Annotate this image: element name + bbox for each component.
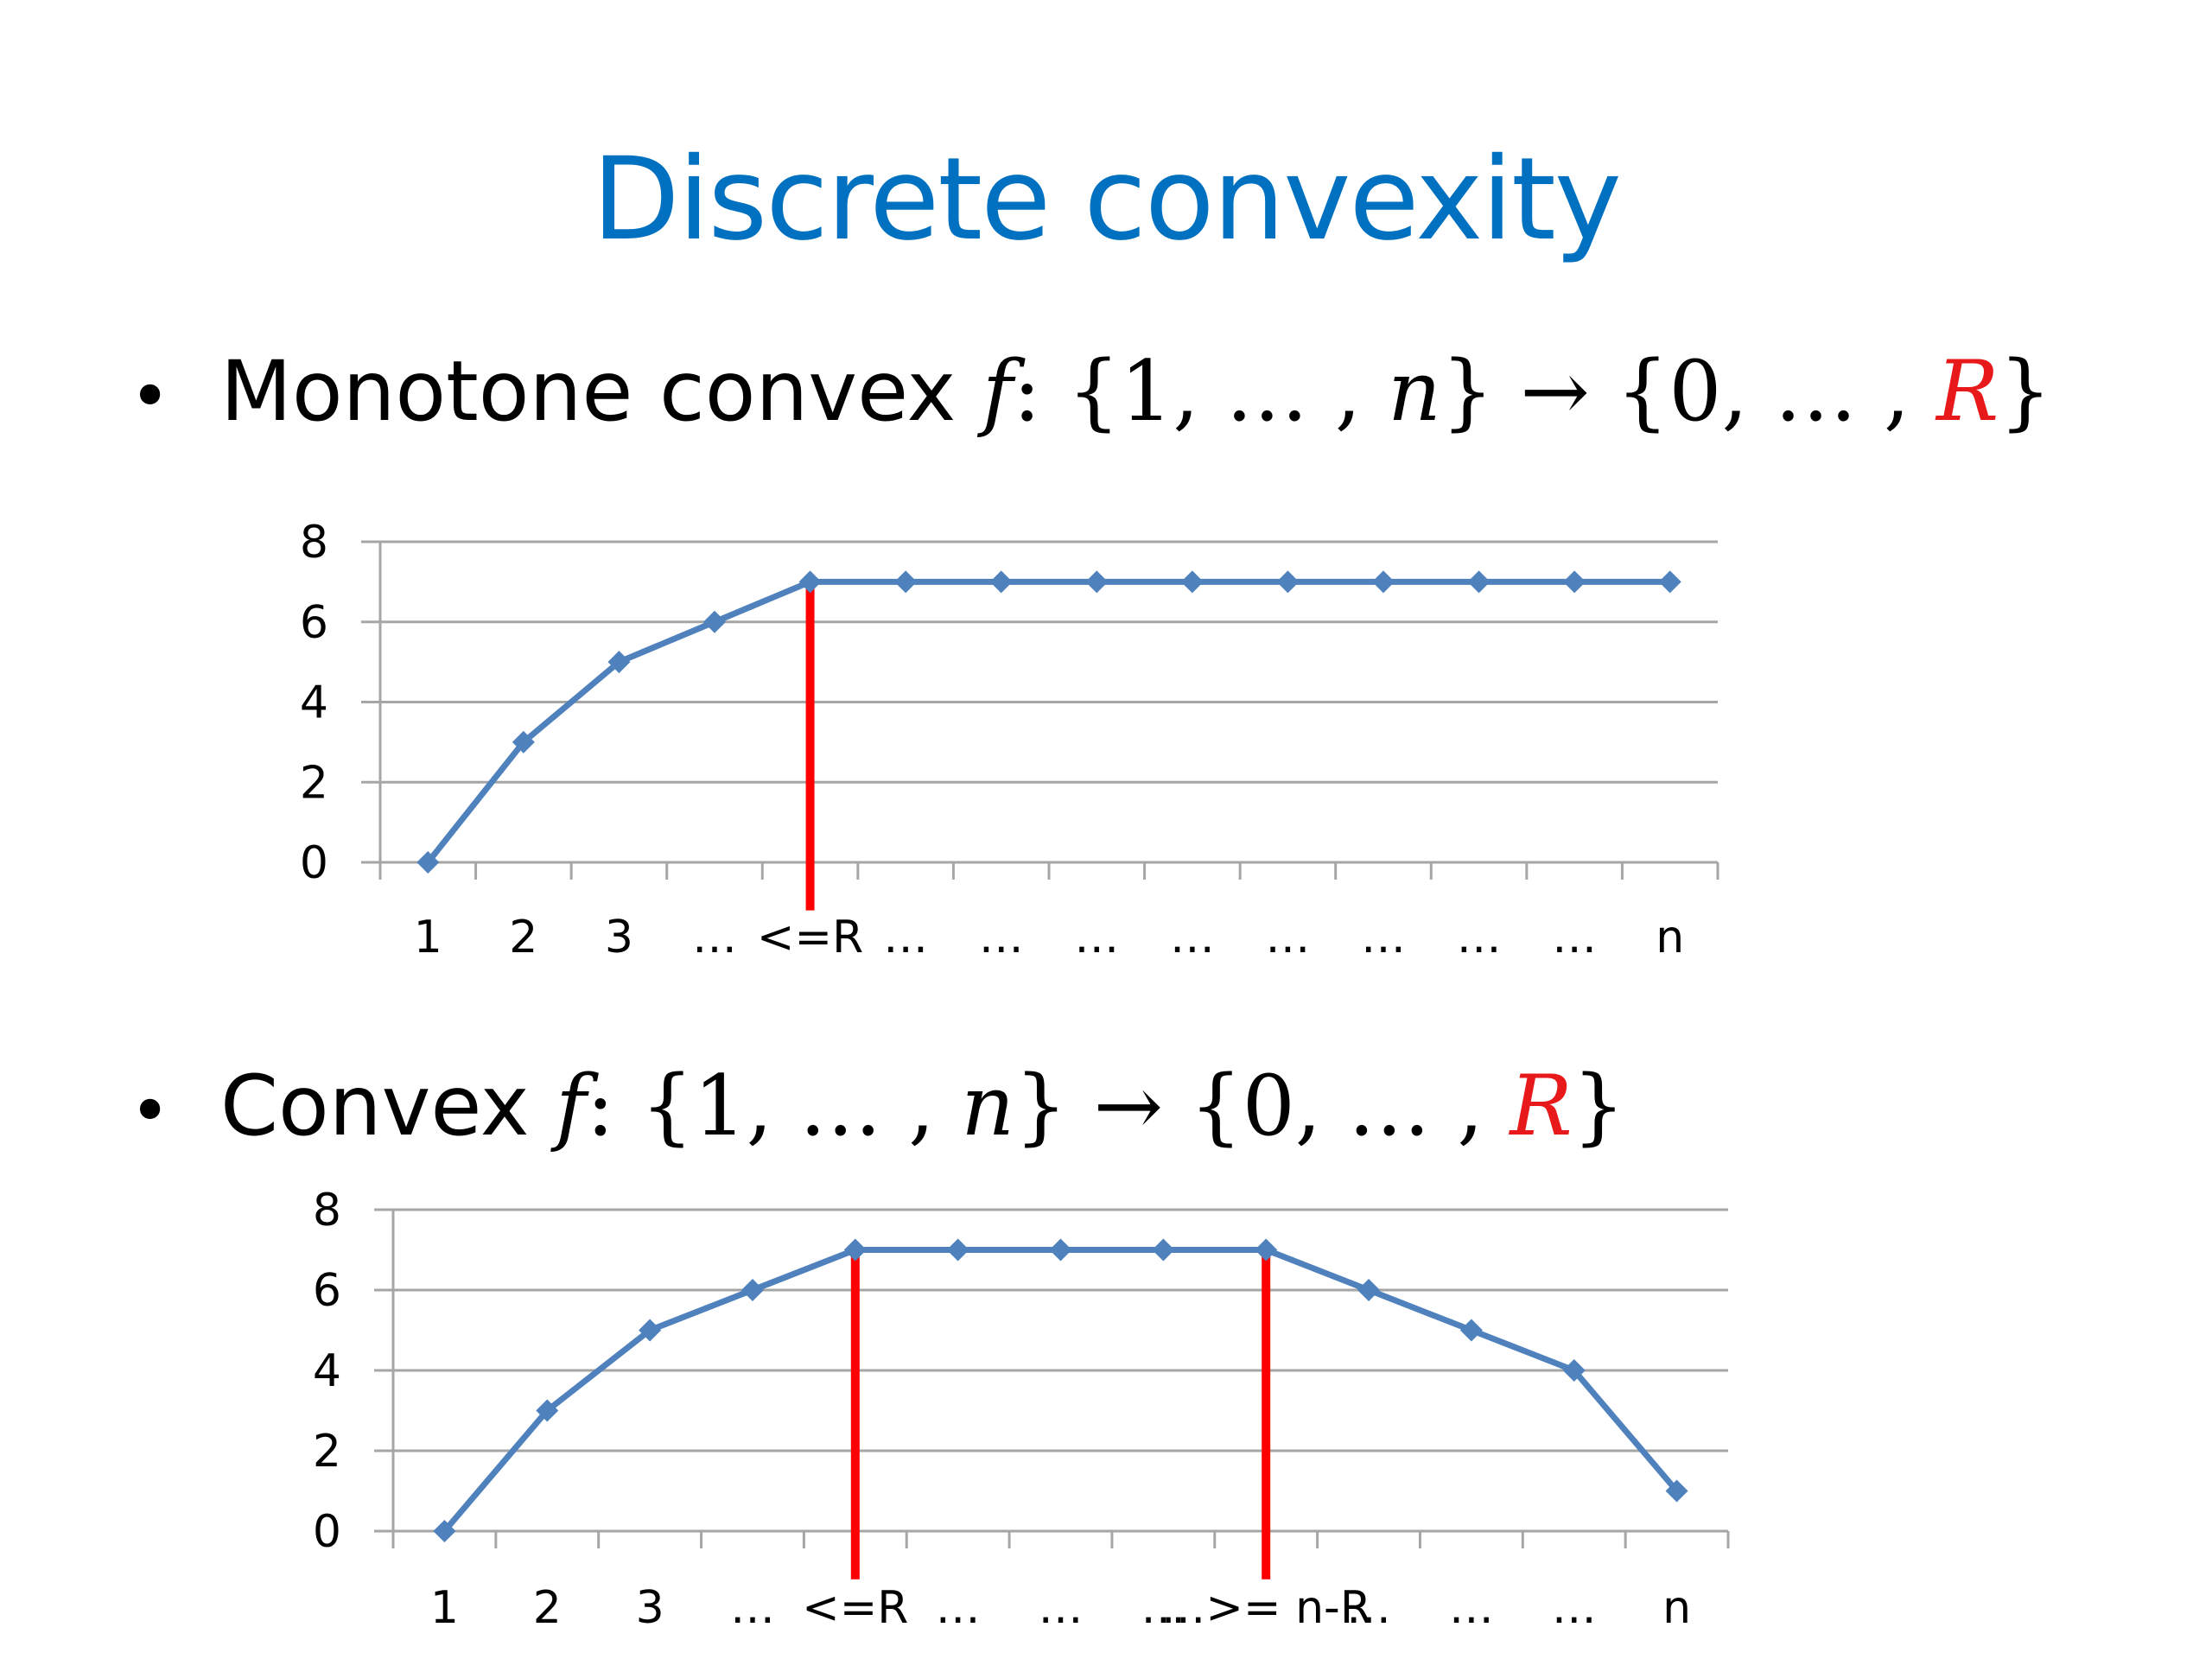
- data-point: [639, 1319, 662, 1342]
- range-R: R: [1936, 343, 1999, 440]
- series-line: [425, 578, 1670, 865]
- data-point: [1562, 1359, 1586, 1382]
- function-signature: f: {1, … , n} → {0, … , R}: [982, 343, 2052, 440]
- x-tick-label: …: [883, 912, 928, 963]
- data-point: [894, 570, 918, 594]
- data-point: [1372, 570, 1395, 594]
- x-tick-label: 1: [430, 1582, 459, 1634]
- data-point: [1459, 1319, 1483, 1342]
- domain-n: n: [1387, 343, 1441, 440]
- x-tick-label: <=R: [757, 912, 863, 963]
- x-tick-label: …: [730, 1582, 775, 1634]
- x-tick-label: 3: [605, 912, 633, 963]
- x-tick-label: n: [1656, 912, 1684, 963]
- y-tick-label: 0: [300, 837, 328, 889]
- function-symbol: f: [982, 343, 1014, 440]
- data-point: [433, 1520, 456, 1542]
- range-R: R: [1510, 1058, 1573, 1154]
- data-point: [1658, 570, 1681, 594]
- bullet-dot: •: [130, 1071, 171, 1151]
- data-point: [1665, 1479, 1688, 1503]
- bullet-convex: • Convex f: {1, … , n} → {0, … , R}: [130, 1065, 1625, 1147]
- x-tick-label: n: [1662, 1582, 1691, 1634]
- data-point: [989, 570, 1013, 594]
- data-point: [1276, 570, 1300, 594]
- function-signature: f: {1, … , n} → {0, … , R}: [556, 1058, 1625, 1154]
- bullet-prefix: Monotone convex: [220, 343, 957, 440]
- data-point: [798, 570, 822, 594]
- arrow: →: [1093, 1058, 1164, 1154]
- data-point: [536, 1399, 559, 1422]
- data-point: [512, 730, 535, 753]
- range-close: }: [1999, 343, 2052, 440]
- data-point: [1357, 1279, 1381, 1301]
- data-point: [1563, 570, 1586, 594]
- range-open: {0, … ,: [1616, 343, 1910, 440]
- domain-close: }: [1014, 1058, 1068, 1154]
- x-tick-label: …: [1141, 1582, 1185, 1634]
- y-tick-label: 6: [313, 1265, 341, 1317]
- x-tick-label: 2: [533, 1582, 562, 1634]
- data-point: [1255, 1238, 1278, 1262]
- data-point: [1085, 570, 1109, 594]
- x-tick-label: …: [936, 1582, 981, 1634]
- x-tick-label: …: [1346, 1582, 1391, 1634]
- colon: :: [586, 1058, 614, 1154]
- data-point: [1049, 1238, 1072, 1262]
- x-tick-label: 1: [414, 912, 442, 963]
- colon: :: [1013, 343, 1041, 440]
- y-tick-label: 2: [300, 757, 328, 809]
- x-tick-label: …: [1039, 1582, 1084, 1634]
- range-open: {0, … ,: [1189, 1058, 1484, 1154]
- y-tick-label: 4: [313, 1345, 341, 1397]
- domain-open: {1, … ,: [640, 1058, 935, 1154]
- x-tick-label: …: [1449, 1582, 1494, 1634]
- x-tick-label: …: [1265, 912, 1310, 963]
- function-symbol: f: [556, 1058, 587, 1154]
- data-point: [741, 1279, 764, 1301]
- domain-close: }: [1440, 343, 1494, 440]
- data-point: [843, 1238, 867, 1262]
- y-tick-label: 4: [300, 677, 328, 729]
- x-tick-label: …: [692, 912, 737, 963]
- bullet-dot: •: [130, 356, 171, 436]
- domain-n: n: [961, 1058, 1015, 1154]
- series-line: [442, 1247, 1680, 1534]
- x-tick-label: …>= n-R: [1160, 1582, 1371, 1634]
- data-point: [1180, 570, 1204, 594]
- bullet-prefix: Convex: [220, 1058, 530, 1154]
- y-tick-label: 8: [300, 517, 328, 569]
- x-tick-label: …: [1552, 1582, 1597, 1634]
- y-tick-label: 2: [313, 1426, 341, 1478]
- data-point: [703, 610, 726, 633]
- x-tick-label: …: [979, 912, 1024, 963]
- slide-title: Discrete convexity: [592, 133, 1622, 266]
- x-tick-label: 3: [636, 1582, 664, 1634]
- y-tick-label: 8: [313, 1185, 341, 1236]
- x-tick-label: 2: [509, 912, 537, 963]
- bullet-monotone-convex: • Monotone convex f: {1, … , n} → {0, … ,…: [130, 350, 2051, 433]
- range-close: }: [1572, 1058, 1625, 1154]
- x-tick-label: …: [1170, 912, 1215, 963]
- data-point: [946, 1238, 969, 1262]
- domain-open: {1, … ,: [1067, 343, 1362, 440]
- x-tick-label: …: [1074, 912, 1119, 963]
- y-tick-label: 0: [313, 1506, 341, 1558]
- data-point: [607, 651, 631, 674]
- y-tick-label: 6: [300, 597, 328, 649]
- data-point: [1152, 1238, 1175, 1262]
- x-tick-label: <=R: [802, 1582, 908, 1634]
- x-tick-label: …: [1361, 912, 1406, 963]
- arrow: →: [1520, 343, 1590, 440]
- data-point: [416, 851, 440, 874]
- data-point: [1467, 570, 1491, 594]
- x-tick-label: …: [1457, 912, 1502, 963]
- x-tick-label: …: [1552, 912, 1597, 963]
